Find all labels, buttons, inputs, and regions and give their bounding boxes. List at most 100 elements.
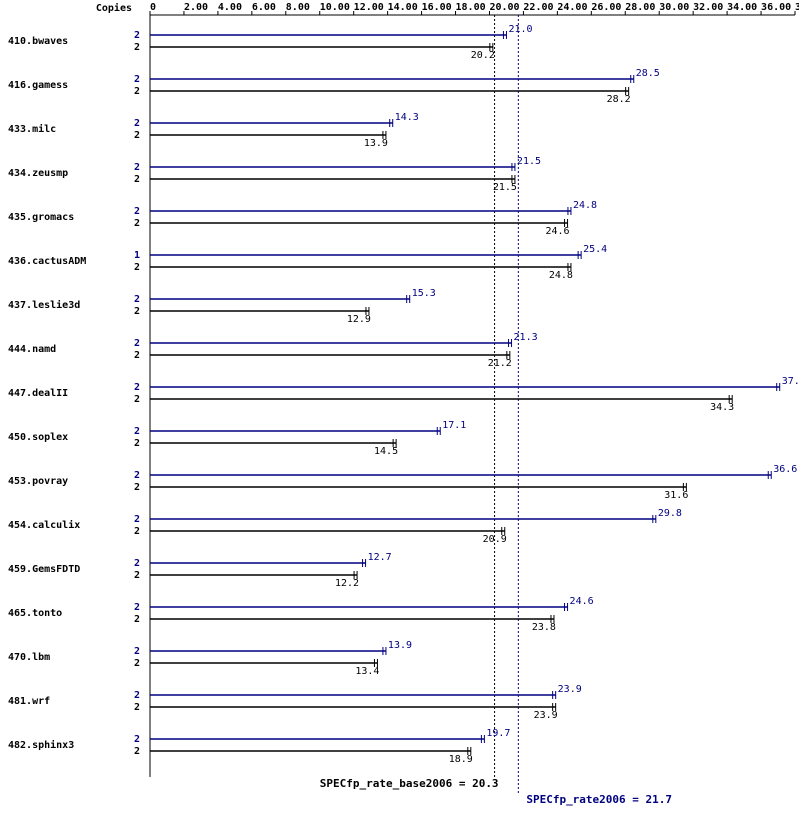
base-copies: 2 xyxy=(134,746,140,757)
peak-copies: 2 xyxy=(134,470,140,481)
peak-value-label: 24.8 xyxy=(573,200,597,211)
axis-tick-label: 26.00 xyxy=(591,2,621,13)
peak-value-label: 29.8 xyxy=(658,508,682,519)
base-value-label: 18.9 xyxy=(449,754,473,765)
axis-tick-label: 18.00 xyxy=(456,2,486,13)
axis-tick-label: 30.00 xyxy=(659,2,689,13)
benchmark-label: 459.GemsFDTD xyxy=(8,564,80,575)
peak-value-label: 24.6 xyxy=(570,596,594,607)
peak-copies: 2 xyxy=(134,294,140,305)
axis-tick-label: 4.00 xyxy=(218,2,242,13)
benchmark-label: 410.bwaves xyxy=(8,36,68,47)
peak-copies: 2 xyxy=(134,118,140,129)
peak-value-label: 19.7 xyxy=(486,728,510,739)
benchmark-label: 444.namd xyxy=(8,344,56,355)
peak-copies: 2 xyxy=(134,74,140,85)
peak-copies: 2 xyxy=(134,646,140,657)
axis-tick-label: 20.00 xyxy=(489,2,519,13)
peak-copies: 2 xyxy=(134,30,140,41)
peak-value-label: 23.9 xyxy=(558,684,582,695)
axis-tick-label: 8.00 xyxy=(286,2,310,13)
benchmark-label: 465.tonto xyxy=(8,608,62,619)
axis-tick-label: 6.00 xyxy=(252,2,276,13)
benchmark-label: 416.gamess xyxy=(8,80,68,91)
peak-copies: 2 xyxy=(134,162,140,173)
base-copies: 2 xyxy=(134,130,140,141)
benchmark-label: 482.sphinx3 xyxy=(8,739,74,751)
base-value-label: 23.9 xyxy=(534,710,558,721)
peak-value-label: 37.1 xyxy=(782,376,799,387)
base-copies: 2 xyxy=(134,702,140,713)
footer-base-text: SPECfp_rate_base2006 = 20.3 xyxy=(320,777,499,790)
base-copies: 2 xyxy=(134,218,140,229)
peak-copies: 2 xyxy=(134,734,140,745)
peak-copies: 2 xyxy=(134,602,140,613)
benchmark-label: 470.lbm xyxy=(8,652,50,663)
peak-copies: 1 xyxy=(134,250,140,261)
specfp-rate-chart: 0 2.00 4.00 6.00 8.00 10.00 12.00 14.00 16.00 18.… xyxy=(0,0,799,831)
axis-tick-label: 36.00 xyxy=(761,2,791,13)
axis-tick-label: 24.00 xyxy=(557,2,587,13)
peak-value-label: 15.3 xyxy=(412,288,436,299)
base-value-label: 21.2 xyxy=(488,358,512,369)
axis-tick-label: 32.00 xyxy=(693,2,723,13)
base-value-label: 12.9 xyxy=(347,314,371,325)
base-copies: 2 xyxy=(134,86,140,97)
footer-peak-text: SPECfp_rate2006 = 21.7 xyxy=(526,793,672,806)
base-value-label: 21.5 xyxy=(493,182,517,193)
base-value-label: 34.3 xyxy=(710,402,734,413)
base-copies: 2 xyxy=(134,394,140,405)
base-value-label: 23.8 xyxy=(532,622,556,633)
base-value-label: 14.5 xyxy=(374,446,398,457)
base-copies: 2 xyxy=(134,482,140,493)
base-value-label: 24.8 xyxy=(549,270,573,281)
peak-value-label: 13.9 xyxy=(388,640,412,651)
peak-value-label: 12.7 xyxy=(368,552,392,563)
benchmark-label: 450.soplex xyxy=(8,432,68,443)
peak-copies: 2 xyxy=(134,338,140,349)
peak-copies: 2 xyxy=(134,514,140,525)
benchmark-label: 454.calculix xyxy=(8,519,80,531)
benchmark-label: 447.dealII xyxy=(8,388,68,399)
base-value-label: 20.2 xyxy=(471,50,495,61)
base-copies: 2 xyxy=(134,614,140,625)
peak-copies: 2 xyxy=(134,382,140,393)
peak-value-label: 14.3 xyxy=(395,112,419,123)
axis-tick-label: 14.00 xyxy=(388,2,418,13)
base-value-label: 31.6 xyxy=(664,490,688,501)
axis-tick-label: 34.00 xyxy=(727,2,757,13)
benchmark-label: 453.povray xyxy=(8,476,68,487)
base-copies: 2 xyxy=(134,658,140,669)
axis-tick-label: 0 xyxy=(150,2,156,13)
benchmark-label: 435.gromacs xyxy=(8,212,74,223)
peak-value-label: 25.4 xyxy=(583,244,607,255)
base-value-label: 20.9 xyxy=(483,534,507,545)
axis-tick-label: 2.00 xyxy=(184,2,208,13)
axis-tick-label: 12.00 xyxy=(354,2,384,13)
benchmark-label: 481.wrf xyxy=(8,696,50,707)
peak-value-label: 21.3 xyxy=(514,332,538,343)
base-value-label: 13.9 xyxy=(364,138,388,149)
base-value-label: 24.6 xyxy=(545,226,569,237)
base-copies: 2 xyxy=(134,306,140,317)
axis-tick-label: 10.00 xyxy=(320,2,350,13)
benchmark-label: 437.leslie3d xyxy=(8,299,80,311)
peak-value-label: 17.1 xyxy=(442,420,466,431)
benchmark-label: 433.milc xyxy=(8,123,56,135)
peak-copies: 2 xyxy=(134,426,140,437)
peak-value-label: 28.5 xyxy=(636,68,660,79)
benchmark-label: 434.zeusmp xyxy=(8,168,68,179)
peak-copies: 2 xyxy=(134,206,140,217)
peak-copies: 2 xyxy=(134,690,140,701)
peak-value-label: 21.5 xyxy=(517,156,541,167)
base-value-label: 12.2 xyxy=(335,578,359,589)
base-copies: 2 xyxy=(134,262,140,273)
axis-tick-label: 16.00 xyxy=(422,2,452,13)
copies-header: Copies xyxy=(96,2,132,14)
axis-tick-label: 38.00 xyxy=(795,2,799,13)
base-copies: 2 xyxy=(134,526,140,537)
axis-tick-label: 22.00 xyxy=(523,2,553,13)
base-copies: 2 xyxy=(134,350,140,361)
base-copies: 2 xyxy=(134,570,140,581)
base-copies: 2 xyxy=(134,438,140,449)
